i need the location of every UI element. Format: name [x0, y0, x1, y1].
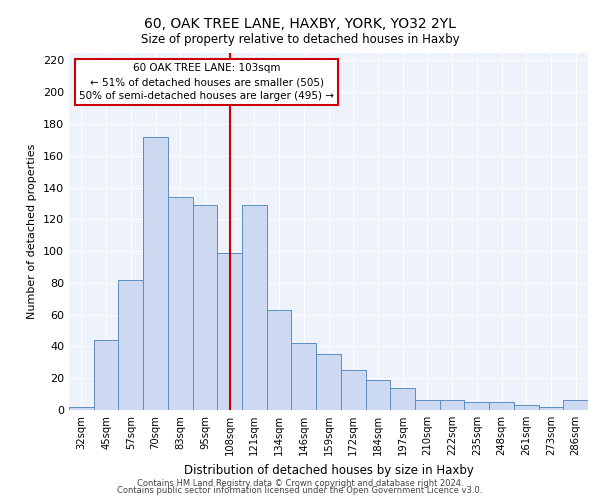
Bar [267, 310, 292, 410]
Bar [168, 197, 193, 410]
Bar [390, 388, 415, 410]
Bar [292, 344, 316, 410]
Text: Size of property relative to detached houses in Haxby: Size of property relative to detached ho… [140, 32, 460, 46]
Y-axis label: Number of detached properties: Number of detached properties [28, 144, 37, 319]
Bar [118, 280, 143, 410]
Text: 60, OAK TREE LANE, HAXBY, YORK, YO32 2YL: 60, OAK TREE LANE, HAXBY, YORK, YO32 2YL [144, 18, 456, 32]
Bar [365, 380, 390, 410]
Bar [464, 402, 489, 410]
Bar [563, 400, 588, 410]
Bar [489, 402, 514, 410]
Bar [143, 136, 168, 410]
Bar [415, 400, 440, 410]
Bar [217, 252, 242, 410]
Bar [193, 205, 217, 410]
Bar [440, 400, 464, 410]
Text: Contains HM Land Registry data © Crown copyright and database right 2024.: Contains HM Land Registry data © Crown c… [137, 478, 463, 488]
Text: Contains public sector information licensed under the Open Government Licence v3: Contains public sector information licen… [118, 486, 482, 495]
Bar [69, 407, 94, 410]
Text: 60 OAK TREE LANE: 103sqm
← 51% of detached houses are smaller (505)
50% of semi-: 60 OAK TREE LANE: 103sqm ← 51% of detach… [79, 63, 334, 101]
Bar [316, 354, 341, 410]
Bar [94, 340, 118, 410]
Bar [341, 370, 365, 410]
Bar [539, 407, 563, 410]
X-axis label: Distribution of detached houses by size in Haxby: Distribution of detached houses by size … [184, 464, 473, 476]
Bar [242, 205, 267, 410]
Bar [514, 405, 539, 410]
